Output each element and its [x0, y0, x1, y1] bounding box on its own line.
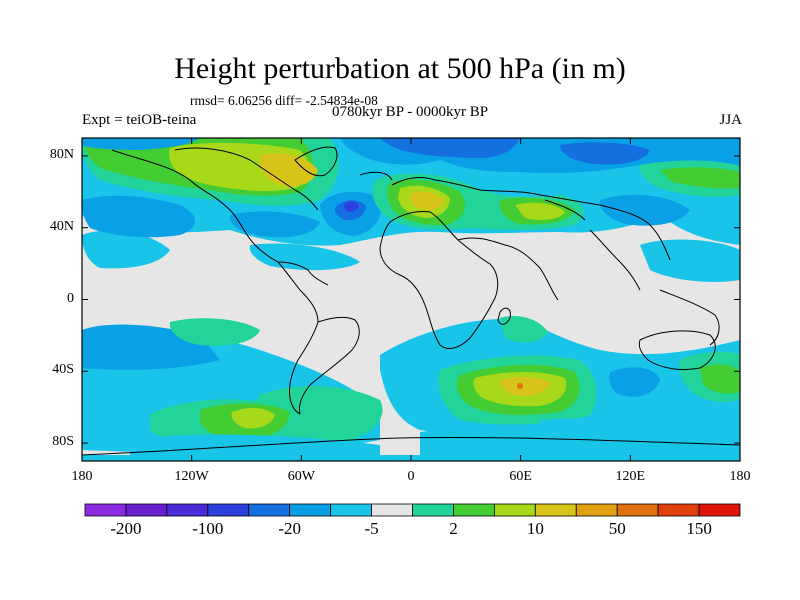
colorbar-label: 150 — [686, 519, 712, 538]
x-tick-label: 0 — [407, 469, 415, 484]
colorbar-label: -100 — [192, 519, 224, 538]
colorbar-swatch — [248, 503, 291, 517]
colorbar-swatch — [84, 503, 127, 517]
colorbar-swatch — [166, 503, 209, 517]
colorbar-swatch — [125, 503, 168, 517]
y-tick-label: 40N — [49, 218, 74, 234]
experiment-label: Expt = teiOB-teina — [82, 112, 197, 128]
colorbar-swatch — [453, 503, 495, 517]
colorbar-swatch — [616, 503, 659, 517]
colorbar-swatch — [371, 503, 413, 517]
x-tick-label: 120W — [174, 469, 209, 484]
x-tick-label: 180 — [729, 469, 751, 484]
y-tick-label: 80S — [52, 434, 74, 450]
colorbar-swatch — [698, 503, 741, 517]
map-title: Height perturbation at 500 hPa (in m) — [174, 52, 626, 85]
x-tick-label: 60E — [509, 469, 532, 484]
colorbar-label: 50 — [608, 519, 626, 538]
y-tick-label: 40S — [52, 362, 74, 378]
stats-line: rmsd= 6.06256 diff= -2.54834e-08 — [190, 93, 378, 108]
colorbar-label: -20 — [278, 519, 302, 538]
y-tick-label: 80N — [49, 146, 74, 162]
colorbar-label: 10 — [526, 519, 544, 538]
colorbar-label: 2 — [449, 519, 458, 538]
x-tick-label: 180 — [71, 469, 93, 484]
x-tick-label: 120E — [615, 469, 646, 484]
x-tick-label: 60W — [287, 469, 315, 484]
colorbar-swatch — [289, 503, 332, 517]
colorbar-swatch — [330, 503, 372, 517]
colorbar-label: -5 — [364, 519, 379, 538]
coastlines — [82, 146, 740, 456]
period-label: 0780kyr BP - 0000kyr BP — [331, 104, 489, 120]
season-label: JJA — [719, 112, 742, 128]
colorbar — [84, 503, 741, 517]
colorbar-swatch — [575, 503, 618, 517]
colorbar-swatch — [534, 503, 577, 517]
colorbar-swatch — [657, 503, 700, 517]
colorbar-label: -200 — [110, 519, 142, 538]
y-tick-label: 0 — [67, 290, 74, 306]
colorbar-swatch — [207, 503, 250, 517]
contour-field — [82, 138, 740, 461]
colorbar-swatch — [412, 503, 454, 517]
axis-ticks — [81, 138, 741, 461]
colorbar-swatch — [493, 503, 536, 517]
